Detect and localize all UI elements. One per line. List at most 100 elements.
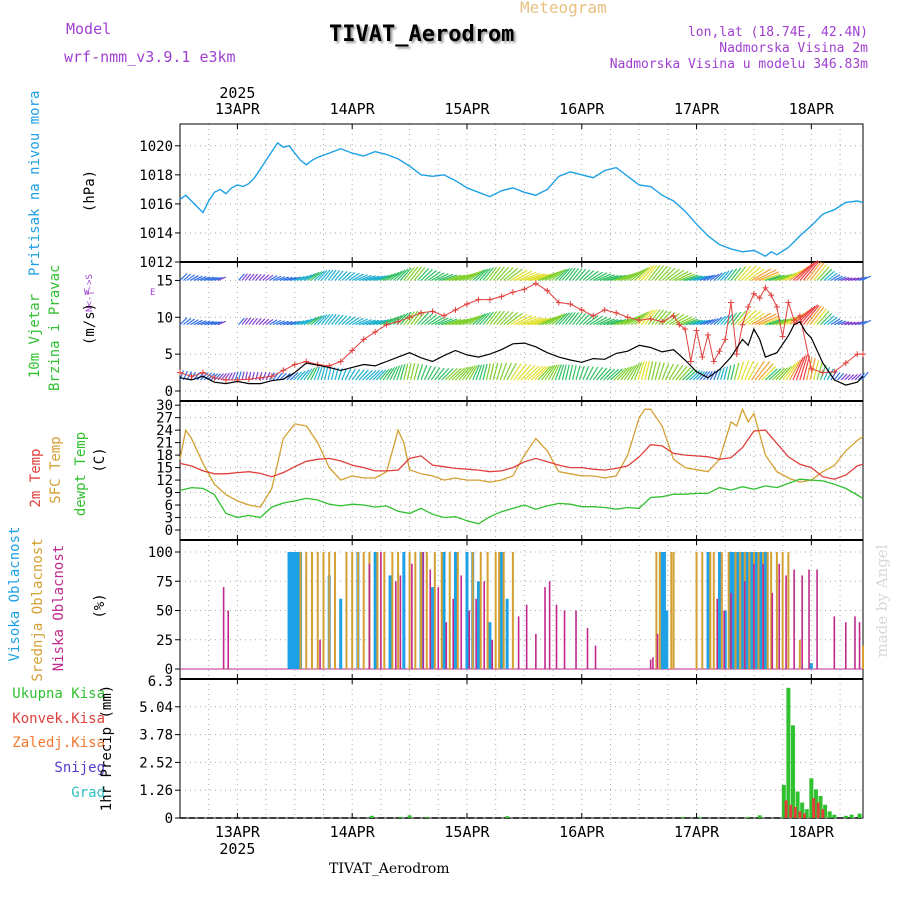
wind-arrow xyxy=(444,318,462,326)
wind-arrow xyxy=(696,371,706,381)
panel-frame xyxy=(179,123,864,263)
wind-arrow xyxy=(503,362,512,381)
wind-arrow xyxy=(620,366,633,381)
wind-arrow xyxy=(358,369,369,381)
wind-arrow xyxy=(527,317,548,326)
wind-arrow xyxy=(372,319,386,326)
precip-bar xyxy=(804,809,809,818)
panel-pressure: 1012 1014 1016 1018 1020 xyxy=(139,123,864,271)
wind-arrow xyxy=(438,318,453,326)
wind-arrow xyxy=(303,317,317,326)
wind-arrow xyxy=(858,276,867,281)
wind-arrow xyxy=(444,368,458,381)
wind-arrow xyxy=(424,314,437,326)
precip-bar xyxy=(818,795,823,818)
wind-arrow xyxy=(665,312,680,326)
wind-arrow xyxy=(792,263,813,281)
wind-arrow xyxy=(510,313,528,326)
y-tick-label: 0 xyxy=(165,662,173,678)
wind-arrow xyxy=(837,276,847,281)
wind-arrow xyxy=(362,319,376,326)
wind-arrow xyxy=(427,315,441,326)
wind-arrow xyxy=(479,364,485,381)
wind-arrow xyxy=(344,272,356,281)
wind-arrow xyxy=(661,363,670,381)
wind-arrow xyxy=(813,264,827,281)
wind-arrow xyxy=(341,271,352,281)
wind-arrow xyxy=(610,368,623,381)
wind-arrow xyxy=(541,271,559,281)
wind-arrow xyxy=(678,367,692,381)
wind-arrow xyxy=(313,270,325,281)
wind-arrow xyxy=(703,274,714,281)
wind-arrow xyxy=(682,318,698,326)
wind-arrow xyxy=(255,318,262,326)
wind-arrow xyxy=(531,273,551,281)
wind-arrow xyxy=(362,275,376,281)
wind-arrow xyxy=(279,276,289,281)
wind-arrow xyxy=(596,367,608,381)
wind-arrow xyxy=(561,364,567,381)
precip-bar xyxy=(781,784,786,818)
wind-gust-markers xyxy=(177,280,866,383)
wind-arrow xyxy=(727,312,738,326)
wind-arrow xyxy=(499,362,508,381)
wind-arrow xyxy=(441,318,458,326)
wind-arrow xyxy=(861,319,872,326)
wind-arrow xyxy=(310,315,323,326)
wind-arrow xyxy=(548,314,563,326)
wind-arrow xyxy=(754,269,777,281)
wind-arrow xyxy=(789,359,802,381)
pressure-line xyxy=(179,141,864,258)
y-tick-label: 1014 xyxy=(139,226,173,242)
wind-arrow xyxy=(289,372,299,381)
wind-arrow xyxy=(320,366,326,381)
wind-arrow xyxy=(410,362,416,381)
y-tick-label: 1016 xyxy=(139,197,173,213)
x-tick-label-bottom: 15APR xyxy=(444,823,490,841)
wind-arrow xyxy=(355,274,368,281)
wind-arrow xyxy=(238,273,245,281)
wind-arrow xyxy=(634,362,643,381)
wind-arrow xyxy=(765,319,781,326)
wind-arrow xyxy=(630,312,646,326)
y-tick-label: 24 xyxy=(156,423,173,439)
wind-arrow xyxy=(190,319,199,326)
wind-arrow xyxy=(248,273,255,281)
wind-arrow xyxy=(237,371,242,381)
wind-arrow xyxy=(627,364,638,381)
wind-arrow xyxy=(565,267,576,281)
wind-arrow xyxy=(207,276,217,281)
wind-arrow xyxy=(599,318,615,326)
wind-arrow xyxy=(520,272,541,281)
wind-arrow xyxy=(809,262,825,281)
wind-arrow xyxy=(524,273,544,281)
wind-arrow xyxy=(844,374,851,381)
wind-arrow xyxy=(344,368,352,381)
wind-arrow xyxy=(283,276,293,281)
wind-arrow xyxy=(820,268,833,281)
wind-arrow xyxy=(768,319,785,326)
wind-arrow xyxy=(379,318,393,326)
wind-arrow xyxy=(686,319,701,326)
legend-total-rain: Ukupna Kisa xyxy=(12,686,105,702)
wind-arrow xyxy=(827,272,838,281)
wind-arrow xyxy=(300,274,313,281)
wind-arrow xyxy=(389,366,398,381)
wind-arrow xyxy=(706,274,716,281)
wind-arrow xyxy=(858,320,867,326)
wind-arrow xyxy=(517,364,532,381)
wind-arrow xyxy=(802,260,820,281)
wind-arrow xyxy=(840,373,848,381)
wind-arrow xyxy=(568,267,580,281)
wind-arrow xyxy=(486,266,498,281)
precip-bar xyxy=(790,725,795,818)
wind-arrow xyxy=(210,276,220,281)
precip-bar xyxy=(784,800,788,818)
y-tick-label: 10 xyxy=(156,310,173,326)
wind-arrow xyxy=(617,273,634,281)
wind-arrow xyxy=(634,311,649,326)
wind-arrow xyxy=(565,364,570,381)
wind-arrow xyxy=(341,315,352,326)
